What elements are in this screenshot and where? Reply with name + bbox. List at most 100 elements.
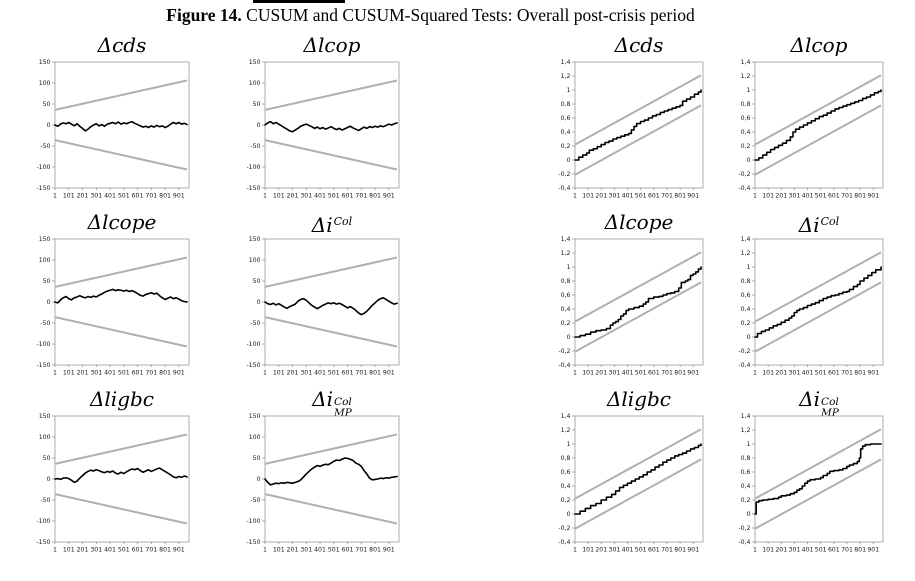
chart-title-text: Δi <box>312 387 333 411</box>
y-axis: 1,4 1,2 1 0,8 0,6 0,4 0,2 0 -0,2 -0,4 <box>558 59 575 192</box>
x-tick-label: 1 <box>753 370 757 377</box>
y-axis: 150 100 50 0 -50 -100 -150 <box>36 236 55 369</box>
y-tick-label: 150 <box>39 59 51 66</box>
x-tick-label: 301 <box>300 370 312 377</box>
x-tick-label: 801 <box>674 547 686 554</box>
chart-title-text: Δcds <box>97 33 147 57</box>
y-tick-label: 100 <box>39 434 51 441</box>
lower-bound-line <box>264 316 398 348</box>
chart-panel-cusumsq-cds: Δcds 1,4 1,2 1 0,8 0,6 0,4 0,2 0 -0,2 -0,4 1 101 201 3… <box>545 33 725 204</box>
x-tick-label: 401 <box>802 547 814 554</box>
y-tick-label: 50 <box>253 455 261 462</box>
y-tick-label: -0,4 <box>738 539 750 546</box>
y-tick-label: -150 <box>36 539 50 546</box>
x-tick-label: 601 <box>132 547 144 554</box>
y-tick-label: 1,4 <box>741 413 751 420</box>
x-axis: 1 101 201 301 401 501 601 701 801 901 <box>753 188 879 200</box>
x-tick-label: 301 <box>609 547 621 554</box>
x-tick-label: 301 <box>90 193 102 200</box>
chart-title: Δlcope <box>25 210 235 234</box>
y-tick-label: -150 <box>246 185 260 192</box>
y-tick-label: 0 <box>747 511 751 518</box>
chart-plot: 1,41,210,80,60,40,20-0,2-0,41 101 201 301 40… <box>558 59 704 200</box>
y-tick-label: 1,2 <box>561 250 571 257</box>
x-tick-label: 301 <box>300 547 312 554</box>
x-axis: 1 101 201 301 401 501 601 701 801 901 <box>53 188 185 200</box>
y-tick-label: 0 <box>257 299 261 306</box>
x-tick-label: 401 <box>104 193 116 200</box>
x-tick-label: 801 <box>854 193 866 200</box>
y-tick-label: 0,2 <box>741 497 751 504</box>
upper-bound-line <box>54 79 188 111</box>
y-tick-label: -150 <box>36 362 50 369</box>
cusum-statistic-line <box>54 120 188 132</box>
x-tick-label: 901 <box>687 547 699 554</box>
x-tick-label: 301 <box>90 370 102 377</box>
chart-panel-cusum-icolmp: Δi Col MP 150 100 50 0 -50 -100 -150 1 101 201 301 401… <box>235 387 445 558</box>
chart-title: Δligbc <box>25 387 235 411</box>
x-tick-label: 301 <box>789 370 801 377</box>
y-tick-label: 0 <box>47 299 51 306</box>
upper-bound-line <box>264 79 398 111</box>
chart-title-subscript: MP <box>821 406 839 419</box>
chart-plot: 1,41,210,80,60,40,20-0,2-0,41 101 201 301 40… <box>738 413 884 554</box>
x-tick-label: 1 <box>753 193 757 200</box>
y-tick-label: 0,8 <box>741 278 751 285</box>
lower-bound-line <box>54 139 188 171</box>
x-tick-label: 701 <box>841 370 853 377</box>
y-tick-label: 100 <box>249 434 261 441</box>
y-tick-label: -150 <box>36 185 50 192</box>
x-tick-label: 201 <box>595 547 607 554</box>
x-tick-label: 601 <box>828 370 840 377</box>
chart-panel-cusumsq-lcop: Δlcop 1,4 1,2 1 0,8 0,6 0,4 0,2 0 -0,2 -0,4 1 101 201… <box>725 33 905 204</box>
y-tick-label: 1,2 <box>741 250 751 257</box>
x-tick-label: 601 <box>342 370 354 377</box>
x-tick-label: 301 <box>90 547 102 554</box>
y-tick-label: -100 <box>36 341 50 348</box>
lower-bound-line <box>264 139 398 171</box>
x-tick-label: 501 <box>328 193 340 200</box>
x-tick-label: 1 <box>263 547 267 554</box>
y-tick-label: -0,4 <box>738 362 750 369</box>
x-tick-label: 501 <box>328 370 340 377</box>
y-tick-label: -100 <box>36 164 50 171</box>
x-tick-label: 101 <box>273 370 285 377</box>
y-tick-label: 150 <box>249 236 261 243</box>
x-tick-label: 501 <box>118 370 130 377</box>
x-tick-label: 501 <box>815 370 827 377</box>
y-tick-label: 1,4 <box>561 236 571 243</box>
y-tick-label: 0,2 <box>561 497 571 504</box>
y-axis: 1,4 1,2 1 0,8 0,6 0,4 0,2 0 -0,2 -0,4 <box>738 59 755 192</box>
upper-bound-line <box>754 74 882 146</box>
chart-title: Δlcope <box>545 210 725 234</box>
lower-bound-line <box>754 104 882 176</box>
x-tick-label: 601 <box>342 193 354 200</box>
y-tick-label: 1 <box>567 87 571 94</box>
x-tick-label: 201 <box>775 193 787 200</box>
y-tick-label: 1 <box>567 264 571 271</box>
x-tick-label: 601 <box>132 193 144 200</box>
upper-bound-line <box>264 433 398 465</box>
y-tick-label: -50 <box>250 320 260 327</box>
x-tick-label: 801 <box>674 193 686 200</box>
y-tick-label: -50 <box>250 497 260 504</box>
y-tick-label: -0,2 <box>558 171 570 178</box>
x-tick-label: 901 <box>687 370 699 377</box>
x-tick-label: 101 <box>582 547 594 554</box>
chart-title-supsub: Col MP <box>821 397 839 418</box>
x-tick-label: 201 <box>287 547 299 554</box>
chart-plot: 1,41,210,80,60,40,20-0,2-0,41 101 201 301 40… <box>558 236 704 377</box>
y-tick-label: 1,2 <box>561 73 571 80</box>
y-axis: 150 100 50 0 -50 -100 -150 <box>36 59 55 192</box>
x-tick-label: 501 <box>815 547 827 554</box>
plot-border <box>264 61 400 189</box>
chart-panel-cusum-cds: Δcds 150 100 50 0 -50 -100 -150 1 101 201 301 401 501… <box>25 33 235 204</box>
upper-bound-line <box>54 256 188 288</box>
x-tick-label: 101 <box>762 547 774 554</box>
y-tick-label: 0 <box>47 476 51 483</box>
x-tick-label: 701 <box>355 193 367 200</box>
chart-title-text: Δi <box>798 213 820 237</box>
x-tick-label: 401 <box>802 193 814 200</box>
y-tick-label: 0,4 <box>561 483 571 490</box>
